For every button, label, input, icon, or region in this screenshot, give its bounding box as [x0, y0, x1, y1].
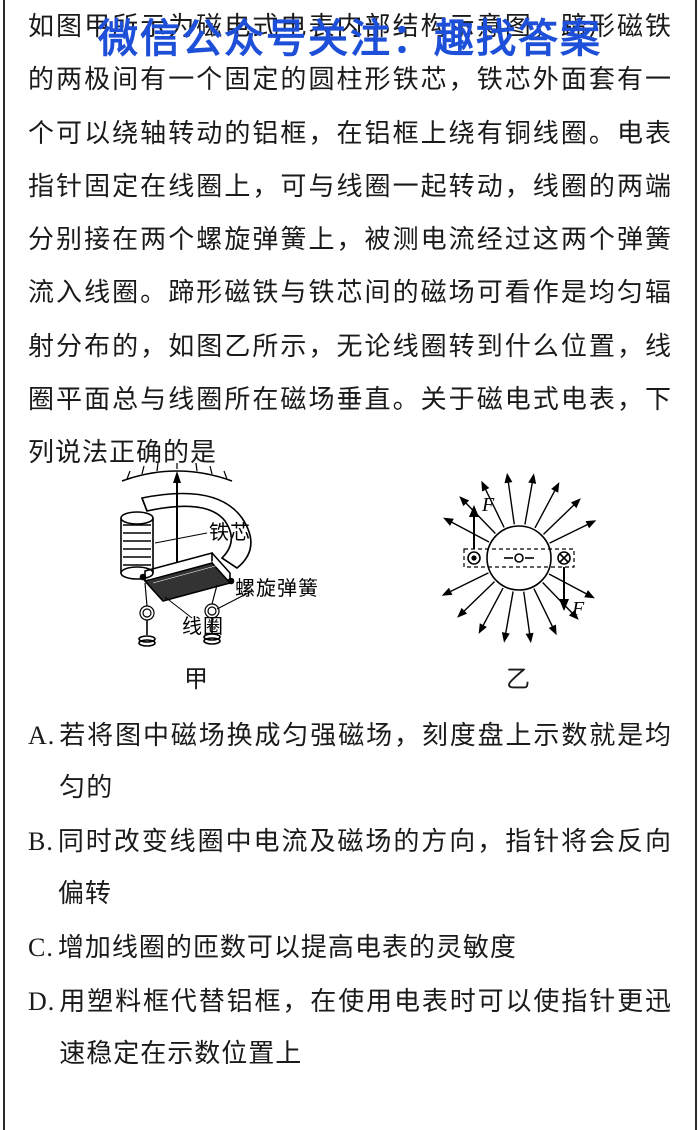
option-label: D. [28, 976, 55, 1080]
figures-row: 铁芯 螺旋弹簧 线圈 甲 [28, 486, 672, 706]
figure-left-caption: 甲 [67, 656, 327, 705]
question-text: 如图甲所示为磁电式电表内部结构示意图，蹄形磁铁的两极间有一个固定的圆柱形铁芯，铁… [28, 0, 672, 480]
option-c: C. 增加线圈的匝数可以提高电表的灵敏度 [28, 922, 672, 974]
page-content: 如图甲所示为磁电式电表内部结构示意图，蹄形磁铁的两极间有一个固定的圆柱形铁芯，铁… [0, 0, 700, 1092]
figure-right: F F 乙 [404, 463, 634, 705]
page-border-right [695, 0, 697, 1130]
option-text: 若将图中磁场换成匀强磁场，刻度盘上示数就是均匀的 [59, 710, 672, 814]
page-border-left [3, 0, 5, 1130]
option-text: 增加线圈的匝数可以提高电表的灵敏度 [58, 922, 672, 974]
label-spring: 螺旋弹簧 [235, 577, 319, 600]
figure-right-caption: 乙 [404, 656, 634, 705]
label-iron-core: 铁芯 [209, 521, 251, 544]
option-label: A. [28, 710, 55, 814]
option-b: B. 同时改变线圈中电流及磁场的方向，指针将会反向偏转 [28, 816, 672, 920]
option-label: C. [28, 922, 54, 974]
meter-diagram-icon: 铁芯 螺旋弹簧 线圈 [67, 463, 327, 658]
option-label: B. [28, 816, 54, 920]
option-text: 同时改变线圈中电流及磁场的方向，指针将会反向偏转 [58, 816, 672, 920]
figure-left: 铁芯 螺旋弹簧 线圈 甲 [67, 463, 327, 705]
label-coil: 线圈 [182, 615, 224, 638]
option-a: A. 若将图中磁场换成匀强磁场，刻度盘上示数就是均匀的 [28, 710, 672, 814]
radial-field-icon: F F [404, 463, 634, 658]
options-list: A. 若将图中磁场换成匀强磁场，刻度盘上示数就是均匀的 B. 同时改变线圈中电流… [28, 710, 672, 1080]
label-force-top: F [481, 494, 495, 516]
option-d: D. 用塑料框代替铝框，在使用电表时可以使指针更迅速稳定在示数位置上 [28, 976, 672, 1080]
label-force-bottom: F [571, 598, 585, 620]
option-text: 用塑料框代替铝框，在使用电表时可以使指针更迅速稳定在示数位置上 [59, 976, 672, 1080]
